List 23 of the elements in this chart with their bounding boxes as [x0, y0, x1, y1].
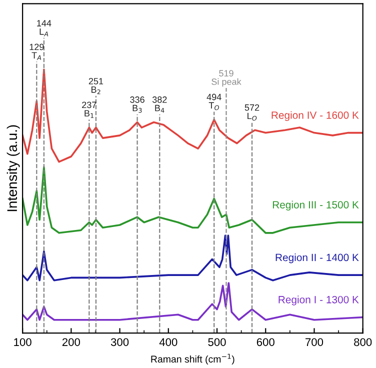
x-tick-label: 800	[354, 338, 372, 346]
series-label: Region III - 1500 K	[272, 200, 359, 211]
x-tick-label: 300	[110, 338, 129, 346]
ref-line-label: 336 B$_{3}$	[130, 96, 144, 113]
ref-line-label: 251 B$_{2}$	[88, 78, 104, 94]
y-axis-title: Intensity (a.u.)	[6, 125, 20, 212]
x-tick-label: 100	[14, 338, 32, 346]
x-tick-label: 400	[159, 338, 178, 346]
ref-line-label: 382 B$_{4}$	[152, 96, 167, 113]
x-tick-label: 200	[62, 338, 80, 346]
x-tick-label: 600	[256, 338, 274, 346]
x-tick-label: 500	[208, 338, 226, 346]
ref-line-label: 519 Si peak	[212, 70, 242, 87]
ref-line-label: 144 L$_{A}$	[37, 20, 52, 36]
series-label: Region IV - 1600 K	[272, 111, 359, 121]
series-label: Region I - 1300 K	[278, 296, 359, 306]
x-tick-label: 700	[306, 338, 324, 346]
ref-line-label: 572 L$_{O}$	[244, 104, 260, 121]
series-label: Region II - 1400 K	[276, 254, 359, 264]
ref-line-label: 494 T$_{O}$	[206, 94, 222, 110]
ref-line-label: 237 B$_{1}$	[82, 102, 96, 118]
ref-line-label: 129 T$_{A}$	[30, 44, 44, 60]
x-axis-title: Raman shift (cm$^{−1}$)	[151, 354, 234, 365]
